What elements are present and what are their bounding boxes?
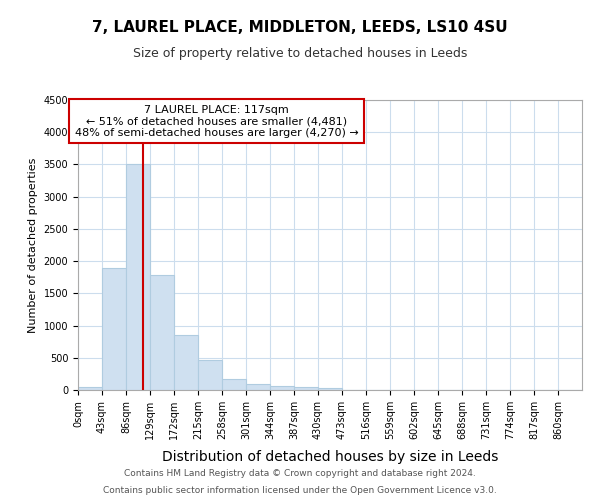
Text: Contains public sector information licensed under the Open Government Licence v3: Contains public sector information licen…	[103, 486, 497, 495]
Bar	[126, 164, 150, 390]
Bar	[294, 388, 318, 390]
Bar	[150, 276, 174, 390]
Bar	[198, 360, 222, 390]
Bar	[102, 268, 126, 390]
Bar	[270, 386, 294, 390]
Bar	[174, 335, 198, 390]
Text: 7 LAUREL PLACE: 117sqm
← 51% of detached houses are smaller (4,481)
48% of semi-: 7 LAUREL PLACE: 117sqm ← 51% of detached…	[74, 104, 358, 138]
Bar	[222, 379, 246, 390]
Bar	[246, 384, 270, 390]
Y-axis label: Number of detached properties: Number of detached properties	[28, 158, 38, 332]
Text: 7, LAUREL PLACE, MIDDLETON, LEEDS, LS10 4SU: 7, LAUREL PLACE, MIDDLETON, LEEDS, LS10 …	[92, 20, 508, 35]
Text: Contains HM Land Registry data © Crown copyright and database right 2024.: Contains HM Land Registry data © Crown c…	[124, 468, 476, 477]
X-axis label: Distribution of detached houses by size in Leeds: Distribution of detached houses by size …	[162, 450, 498, 464]
Bar	[78, 387, 102, 390]
Bar	[318, 388, 342, 390]
Text: Size of property relative to detached houses in Leeds: Size of property relative to detached ho…	[133, 48, 467, 60]
